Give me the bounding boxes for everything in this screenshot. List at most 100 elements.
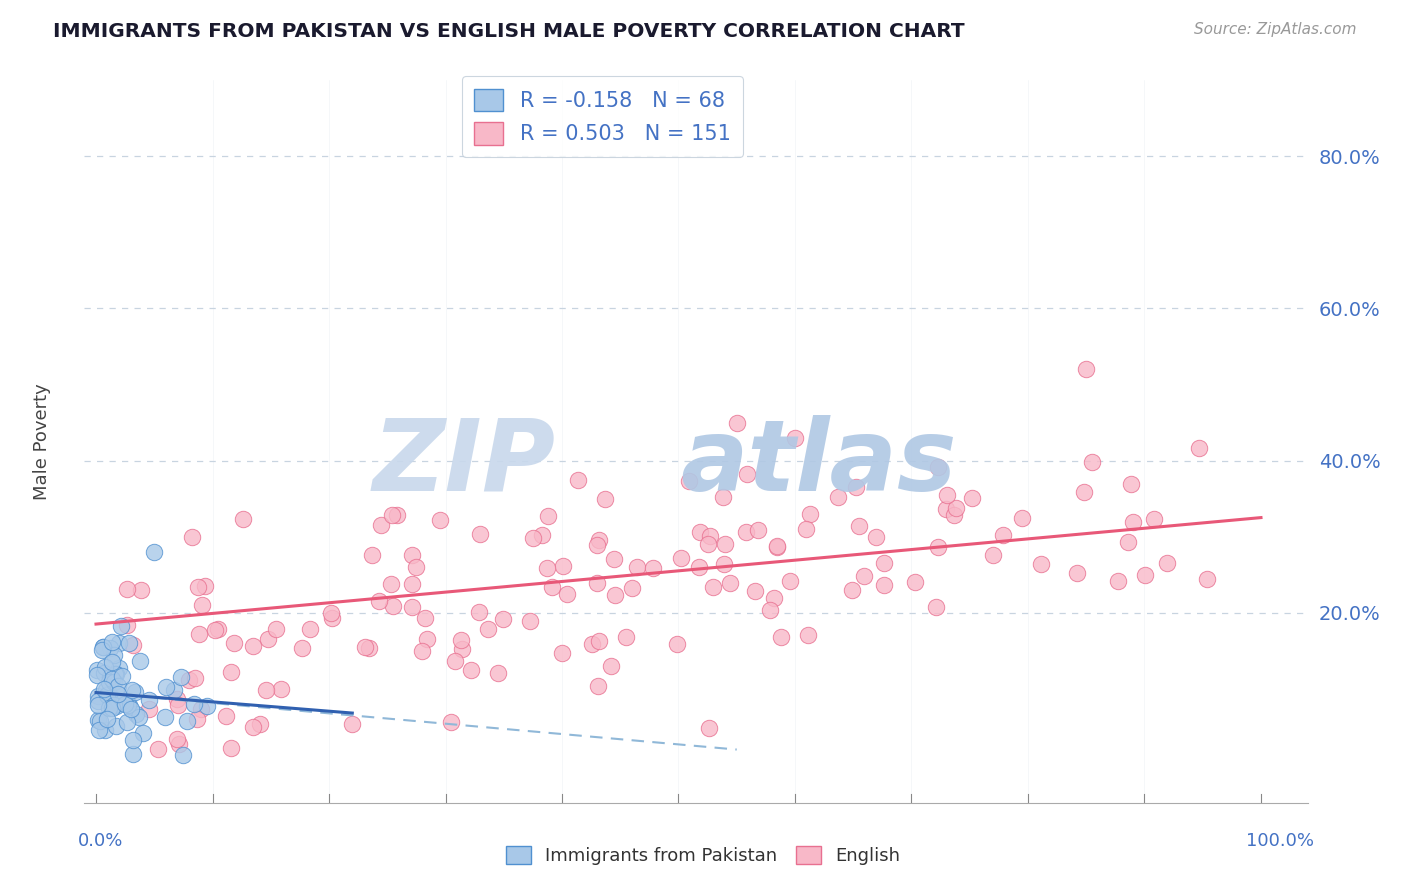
Point (118, 635, 141, 649)
Point (86, 668, 108, 682)
Point (593, 492, 616, 507)
Point (853, 569, 876, 583)
Point (87, 694, 110, 708)
Point (1156, 556, 1178, 570)
Point (1122, 515, 1144, 529)
Text: 100.0%: 100.0% (1246, 832, 1313, 850)
Point (1133, 567, 1156, 582)
Point (380, 577, 402, 591)
Point (904, 575, 927, 590)
Point (90, 642, 112, 657)
Point (827, 491, 849, 505)
Point (429, 513, 451, 527)
Point (111, 694, 134, 708)
Point (865, 530, 887, 544)
Point (121, 639, 143, 653)
Point (711, 490, 734, 504)
Point (614, 630, 637, 644)
Point (163, 683, 186, 698)
Point (962, 491, 984, 505)
Point (370, 517, 392, 532)
Point (718, 575, 741, 590)
Point (115, 714, 138, 729)
Point (401, 548, 423, 562)
Point (105, 719, 128, 733)
Point (943, 508, 966, 522)
Point (1107, 574, 1129, 589)
Point (779, 574, 801, 588)
Point (207, 622, 229, 636)
Point (536, 560, 558, 574)
Point (183, 698, 205, 712)
Point (460, 664, 482, 678)
Point (96, 688, 118, 702)
Point (100, 655, 122, 669)
Point (103, 694, 125, 708)
Point (451, 642, 474, 657)
Point (91, 640, 114, 654)
Point (747, 524, 769, 538)
Point (443, 654, 465, 668)
Point (167, 698, 190, 712)
Point (121, 683, 143, 698)
Point (270, 681, 292, 696)
Point (101, 701, 124, 715)
Point (190, 702, 212, 716)
Point (702, 580, 724, 594)
Point (416, 632, 439, 647)
Point (405, 560, 427, 574)
Point (735, 467, 758, 481)
Point (450, 632, 472, 647)
Point (385, 508, 408, 523)
Point (122, 733, 145, 747)
Point (519, 615, 541, 629)
Point (873, 578, 896, 592)
Point (744, 583, 766, 598)
Point (101, 698, 124, 713)
Point (401, 577, 423, 591)
Point (766, 540, 789, 554)
Point (605, 588, 627, 602)
Point (194, 579, 217, 593)
Point (1080, 455, 1102, 469)
Point (321, 611, 343, 625)
Point (603, 552, 626, 566)
Point (588, 533, 610, 548)
Point (107, 687, 129, 701)
Point (155, 680, 177, 694)
Point (981, 549, 1004, 563)
Point (219, 740, 242, 755)
Point (219, 665, 242, 679)
Point (769, 630, 792, 644)
Point (179, 673, 201, 687)
Point (1076, 362, 1098, 376)
Point (845, 480, 868, 494)
Point (1029, 558, 1052, 572)
Point (100, 672, 122, 686)
Point (97, 701, 120, 715)
Point (340, 717, 363, 731)
Point (688, 560, 710, 574)
Point (291, 640, 314, 655)
Point (492, 612, 515, 626)
Point (143, 545, 166, 559)
Point (108, 660, 131, 674)
Point (120, 702, 142, 716)
Point (172, 748, 194, 763)
Point (585, 538, 607, 552)
Point (180, 530, 202, 544)
Point (204, 623, 226, 637)
Point (1188, 441, 1211, 455)
Point (641, 561, 664, 575)
Point (413, 610, 436, 624)
Legend: R = -0.158   N = 68, R = 0.503   N = 151: R = -0.158 N = 68, R = 0.503 N = 151 (461, 76, 744, 157)
Point (401, 600, 423, 615)
Point (94, 660, 117, 674)
Point (129, 582, 152, 597)
Point (299, 622, 322, 636)
Point (555, 586, 578, 600)
Point (927, 460, 949, 475)
Point (101, 635, 124, 649)
Point (107, 636, 129, 650)
Point (360, 548, 382, 562)
